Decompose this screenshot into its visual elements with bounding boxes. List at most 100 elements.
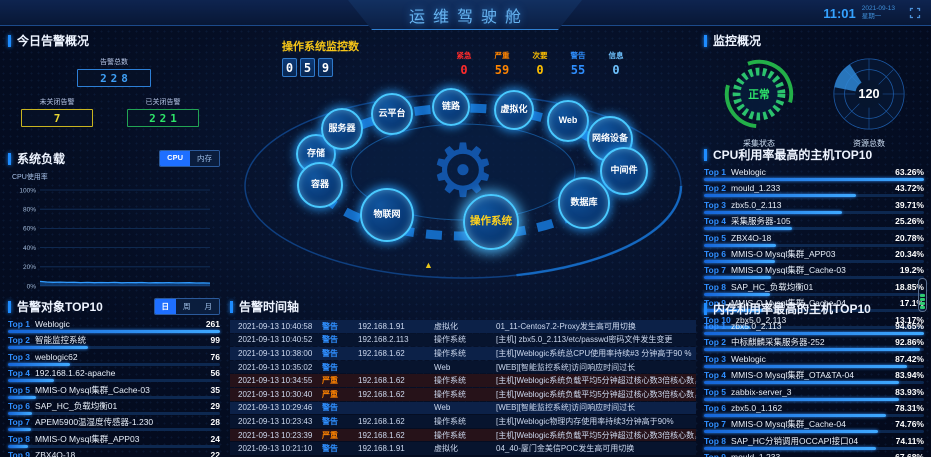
value-label: 74.76% — [895, 419, 924, 430]
top10-row: Top 8 SAP_HC分销调用OCCAPI接口04 74.11% — [704, 436, 924, 450]
timeline-row[interactable]: 2021-09-13 10:21:10 警告 192.168.1.91 虚拟化 04_4… — [230, 442, 696, 455]
top10-row: Top 2 中标麒麟采集服务器-252 92.86% — [704, 337, 924, 352]
ring-bubble-云平台[interactable]: 云平台 — [371, 93, 413, 135]
alert-time: 2021-09-13 10:34:55 — [238, 376, 313, 386]
severity-label: 警告 — [570, 51, 586, 60]
alert-time: 2021-09-13 10:23:43 — [238, 416, 313, 426]
y-tick-label: 80% — [23, 207, 36, 214]
carousel-pointer-icon[interactable]: ▲ — [424, 260, 433, 270]
alert-level-badge: 警告 — [322, 416, 338, 426]
bar-fill — [704, 292, 770, 296]
bar-track — [704, 259, 924, 263]
alert-message: [主机]Weblogic系统负载平均5分钟超过核心数3倍核心数，系统负载过高 — [496, 430, 696, 440]
alert-time: 2021-09-13 10:21:10 — [238, 444, 313, 454]
timeline-row[interactable]: 2021-09-13 10:29:46 警告 Web [WEB][智能监控系统]访问响… — [230, 401, 696, 415]
value-label: 78.31% — [895, 402, 924, 413]
value-label: 39.71% — [895, 199, 924, 210]
host-name: ZBX4O-18 — [35, 450, 76, 457]
rank-label: Top 6 — [704, 248, 727, 259]
timeline-row[interactable]: 2021-09-13 10:40:52 警告 192.168.2.113 操作系统 [主… — [230, 333, 696, 347]
bar-fill — [704, 348, 920, 352]
bar-track — [8, 330, 220, 333]
alert-time: 2021-09-13 10:30:40 — [238, 389, 313, 399]
rank-label: Top 5 — [704, 232, 727, 243]
host-name: Weblogic — [731, 167, 766, 177]
alert-level-badge: 警告 — [322, 362, 338, 372]
bar-fill — [704, 210, 843, 214]
ring-bubble-操作系统[interactable]: 操作系统 — [463, 194, 519, 250]
severity-strip: 紧急 0 严重 59 次要 0 警告 55 信息 0 — [452, 50, 628, 77]
panel-monitor-overview: 监控概况 正常 采集状态 120 — [704, 32, 924, 148]
rank-label: Top 2 — [704, 337, 727, 348]
alert-objects-list: Top 1 Weblogic 261 Top 2 智能监控系统 99 Top 3 weblog… — [8, 319, 220, 457]
timeline-row[interactable]: 2021-09-13 10:35:02 警告 Web [WEB][智能监控系统]访问响… — [230, 360, 696, 374]
ring-bubble-链路[interactable]: 链路 — [432, 88, 470, 126]
rank-label: Top 1 — [704, 167, 727, 177]
host-name: 采集服务器-105 — [731, 216, 791, 227]
top10-row: Top 4 采集服务器-105 25.26% — [704, 216, 924, 231]
timeline-row[interactable]: 2021-09-13 10:30:40 严重 192.168.1.62 操作系统 [主机… — [230, 387, 696, 401]
bar-track — [704, 292, 924, 296]
resource-total-label: 资源总数 — [853, 139, 885, 148]
timeline-row[interactable]: 2021-09-13 10:23:39 严重 192.168.1.62 操作系统 [主机… — [230, 428, 696, 442]
ring-bubble-中间件[interactable]: 中间件 — [600, 147, 648, 195]
alert-time: 2021-09-13 10:40:52 — [238, 335, 313, 345]
tab-load-CPU[interactable]: CPU — [160, 151, 190, 166]
severity-item: 紧急 0 — [452, 50, 476, 77]
value-label: 76 — [210, 351, 220, 362]
kpi-total-label: 告警总数 — [100, 59, 128, 66]
bar-fill — [8, 330, 220, 333]
ring-bubble-数据库[interactable]: 数据库 — [558, 177, 610, 229]
timeline-row[interactable]: 2021-09-13 10:23:43 警告 192.168.1.62 操作系统 [主机… — [230, 415, 696, 428]
alert-time: 2021-09-13 10:38:00 — [238, 348, 313, 358]
host-name: MMIS-O Mysql集群_Cache-04 — [731, 419, 846, 430]
alert-ip: 192.168.1.91 — [358, 444, 405, 454]
tab-period-日[interactable]: 日 — [154, 299, 176, 314]
kpi-closed-alerts: 已关闭告警 221 — [120, 97, 206, 127]
timeline-row[interactable]: 2021-09-13 10:40:58 警告 192.168.1.91 虚拟化 01_1… — [230, 320, 696, 333]
alert-category: Web — [434, 362, 451, 372]
tab-load-内存[interactable]: 内存 — [190, 151, 219, 166]
ring-bubble-服务器[interactable]: 服务器 — [321, 108, 363, 150]
host-name: Weblogic — [731, 353, 766, 364]
bar-fill — [704, 243, 777, 247]
alert-level-badge: 严重 — [322, 376, 338, 386]
ring-bubble-Web[interactable]: Web — [547, 100, 589, 142]
rank-label: Top 9 — [8, 450, 31, 457]
alert-level-badge: 警告 — [322, 403, 338, 413]
bar-track — [704, 364, 924, 368]
tab-period-月[interactable]: 月 — [197, 299, 219, 314]
cpu-usage-area — [40, 281, 210, 286]
top10-row: Top 1 zbx5.0_2.113 94.65% — [704, 321, 924, 335]
alert-time: 2021-09-13 10:40:58 — [238, 321, 313, 331]
top10-row: Top 7 MMIS-O Mysql集群_Cache-03 19.2% — [704, 265, 924, 280]
bar-track — [8, 428, 220, 432]
tab-period-周[interactable]: 周 — [176, 299, 198, 314]
value-label: 83.93% — [895, 386, 924, 397]
kpi-open-alerts: 未关闭告警 7 — [14, 97, 100, 127]
monitor-ring-diagram: ⚙ 存储 容器 服务器 云平台 链路 虚拟化 Web 网络设备 中间件 数据库 操作系统 物联网 ▲ — [228, 68, 698, 296]
timeline-row[interactable]: 2021-09-13 10:34:55 严重 192.168.1.62 操作系统 [主机… — [230, 374, 696, 387]
y-tick-label: 40% — [23, 245, 36, 252]
alert-message: [WEB][智能监控系统]访问响应时间过长 — [496, 403, 636, 413]
ring-bubble-容器[interactable]: 容器 — [297, 162, 343, 208]
severity-value: 59 — [494, 63, 510, 77]
bar-fill — [704, 430, 878, 434]
bar-fill — [704, 259, 775, 263]
scroll-indicator[interactable] — [918, 278, 927, 312]
host-name: MMIS-O Mysql集群_Cache-03 — [731, 265, 846, 276]
alert-objects-title: 告警对象TOP10 — [8, 298, 103, 315]
ring-bubble-物联网[interactable]: 物联网 — [360, 188, 414, 242]
fullscreen-icon[interactable] — [909, 7, 921, 19]
value-label: 19.2% — [899, 265, 924, 276]
monitor-overview-title: 监控概况 — [704, 32, 924, 49]
severity-label: 紧急 — [456, 51, 472, 60]
kpi-closed-value: 221 — [127, 109, 199, 127]
top10-row: Top 4 192.168.1.62-apache 56 — [8, 368, 220, 383]
timeline-row[interactable]: 2021-09-13 10:38:00 警告 192.168.1.62 操作系统 [主机… — [230, 347, 696, 360]
ring-bubble-虚拟化[interactable]: 虚拟化 — [494, 90, 534, 130]
host-name: ZBX4O-18 — [731, 232, 772, 243]
rank-label: Top 9 — [704, 452, 726, 457]
top10-row: Top 2 mould_1.233 43.72% — [704, 183, 924, 198]
